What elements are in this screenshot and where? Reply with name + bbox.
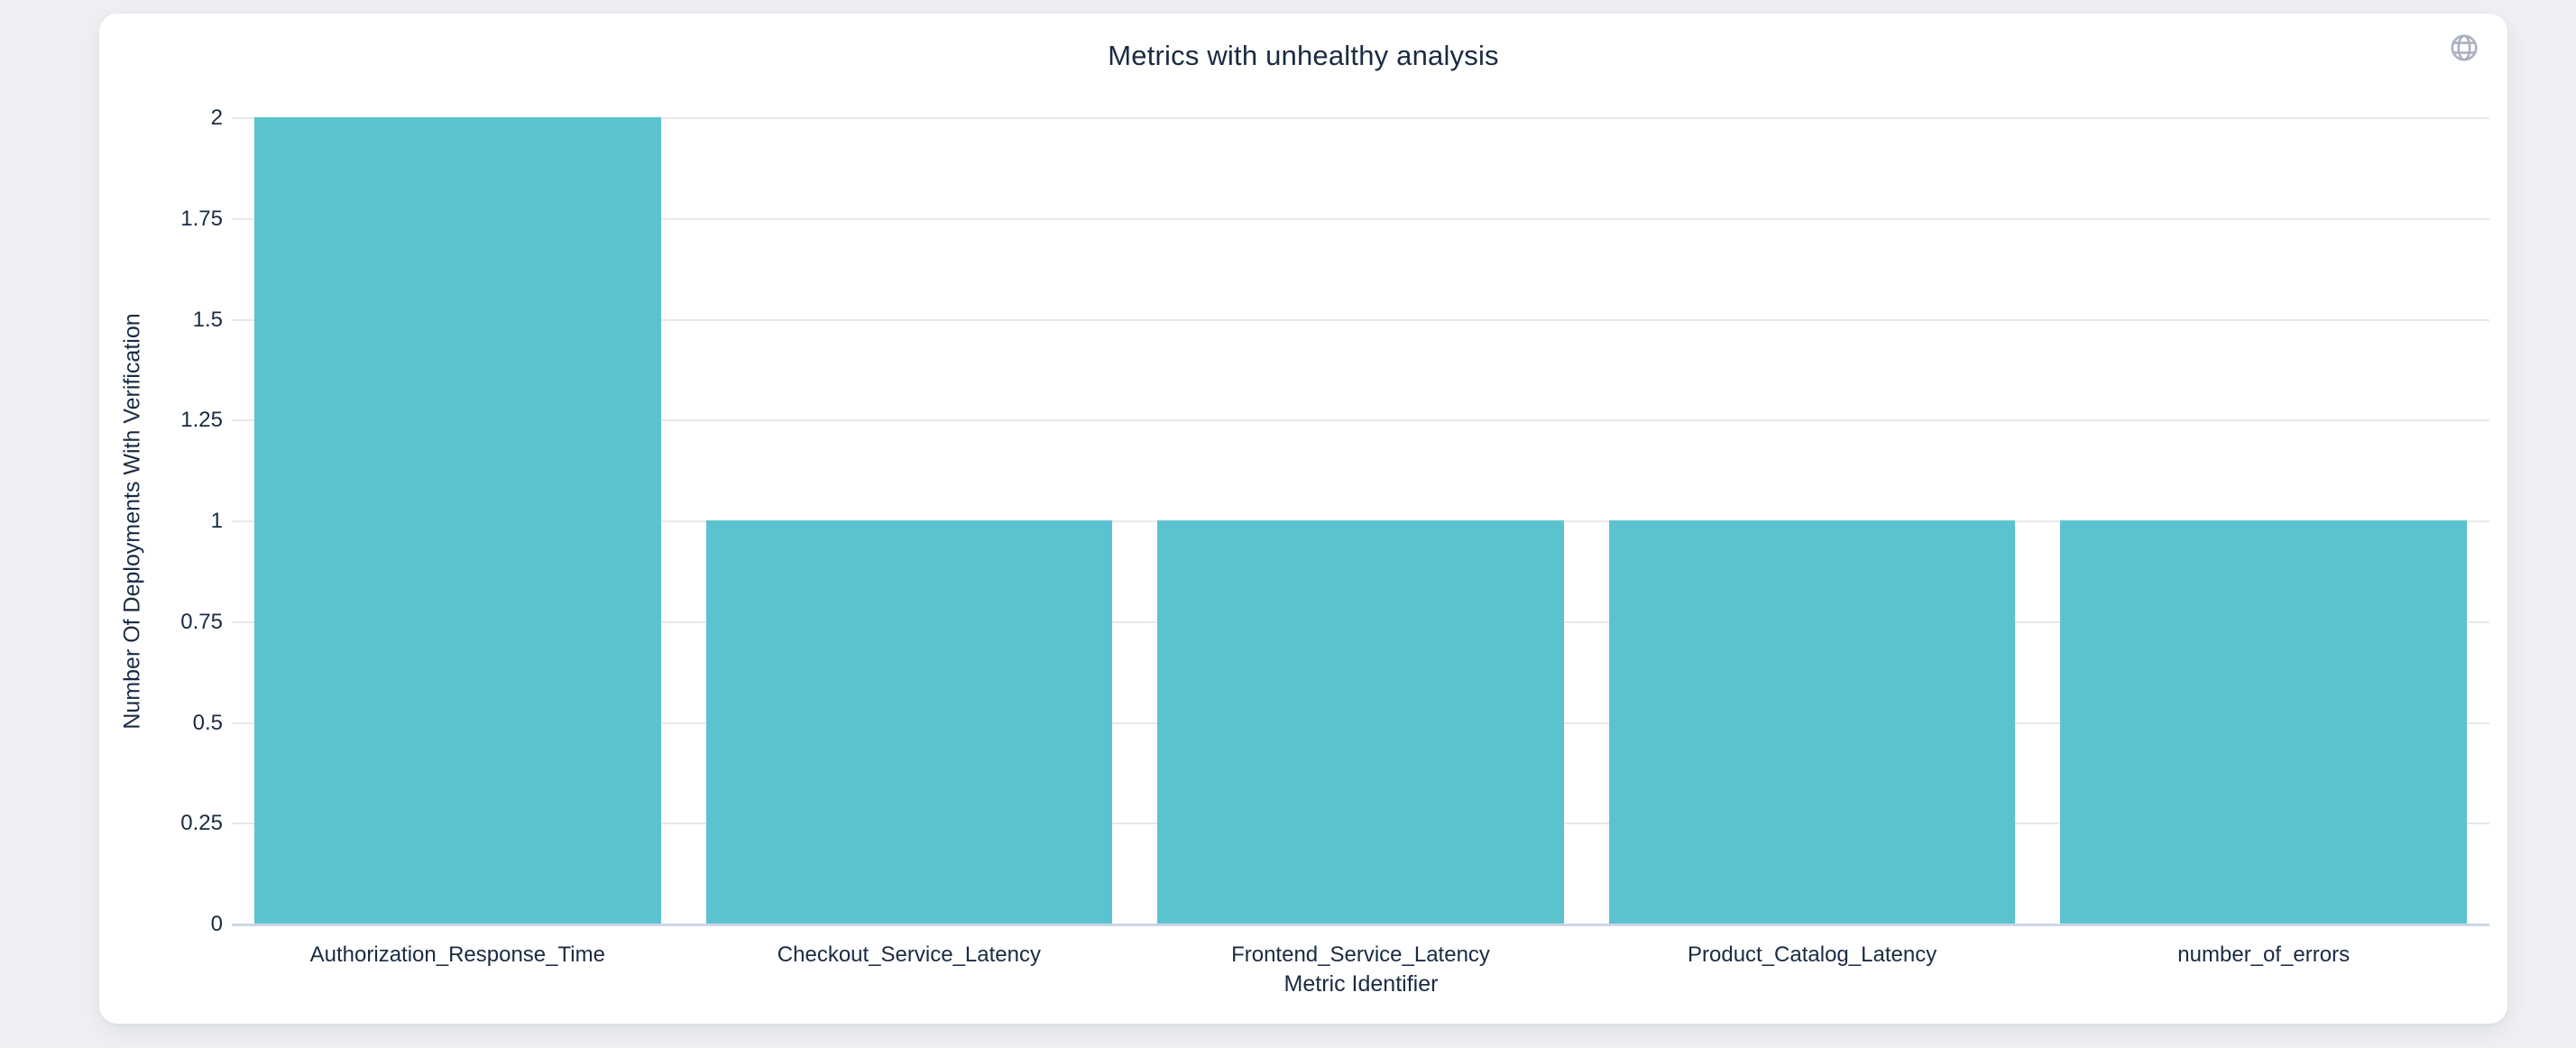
bar[interactable] (2060, 520, 2467, 924)
plot-area (232, 117, 2489, 926)
globe-icon[interactable] (2450, 33, 2479, 62)
gridline (232, 419, 2489, 422)
bar[interactable] (1157, 520, 1564, 924)
x-tick-label: Checkout_Service_Latency (777, 942, 1041, 967)
x-tick-label: number_of_errors (2177, 942, 2351, 967)
chart-title: Metrics with unhealthy analysis (1108, 40, 1499, 71)
y-tick-label: 0.5 (192, 710, 223, 735)
y-tick-label: 1 (210, 509, 223, 533)
bar[interactable] (1608, 520, 2016, 924)
y-tick-label: 0.25 (180, 811, 223, 836)
x-tick-label: Authorization_Response_Time (309, 942, 605, 967)
y-tick-label: 1.75 (180, 206, 223, 231)
x-tick-label: Frontend_Service_Latency (1231, 942, 1490, 967)
gridline (232, 318, 2489, 321)
bar[interactable] (705, 520, 1113, 924)
gridline (232, 117, 2489, 119)
y-tick-label: 0.75 (180, 609, 223, 634)
x-tick-label: Product_Catalog_Latency (1688, 942, 1937, 967)
y-tick-label: 1.5 (192, 307, 223, 332)
bar[interactable] (254, 117, 661, 924)
x-axis-line (232, 924, 2489, 926)
gridline (232, 217, 2489, 220)
y-tick-label: 1.25 (180, 408, 223, 433)
y-tick-label: 2 (210, 106, 223, 130)
y-tick-label: 0 (210, 912, 223, 936)
x-axis-title: Metric Identifier (1283, 971, 1439, 997)
